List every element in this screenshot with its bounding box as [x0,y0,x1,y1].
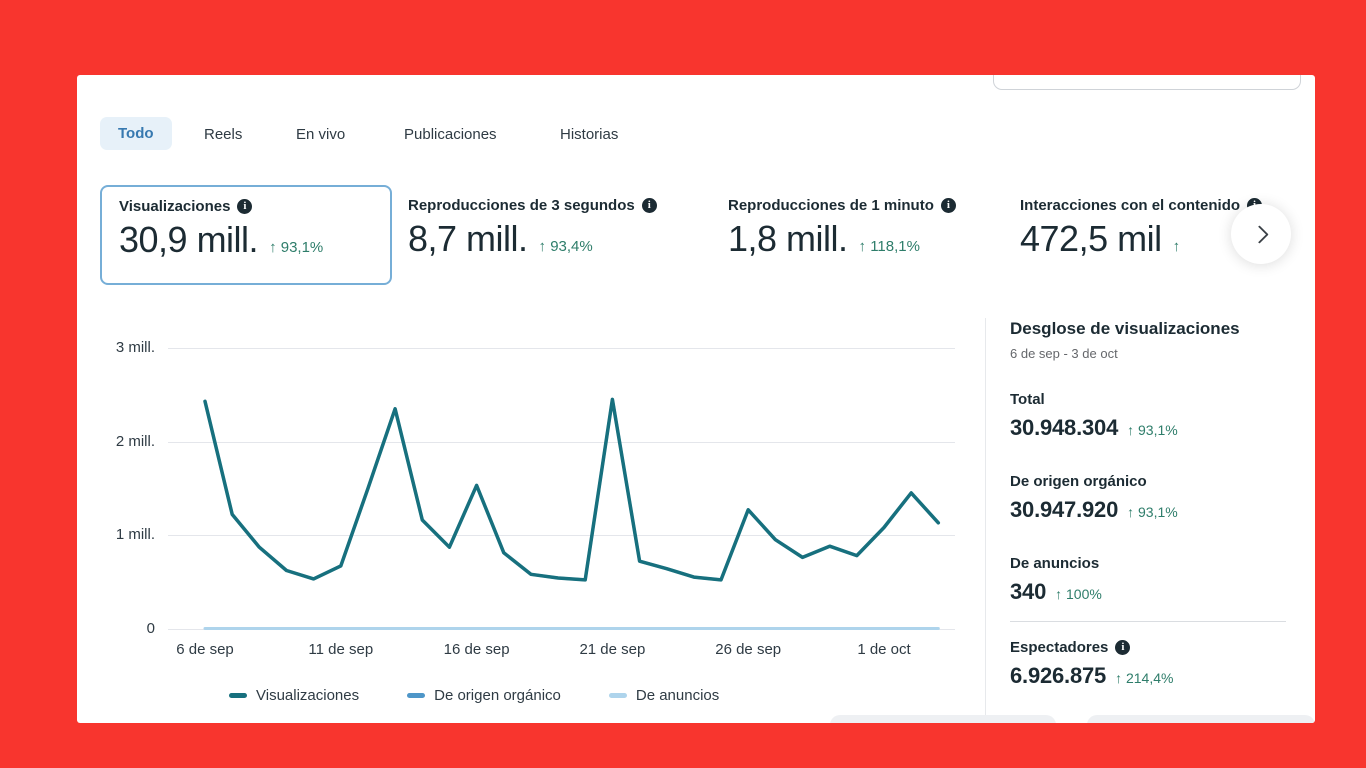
metric-card-reproducciones-1min[interactable]: Reproducciones de 1 minuto 1,8 mill. ↑ 1… [728,185,1018,285]
bottom-button-cutoff-1[interactable] [830,715,1056,723]
metric-label: Visualizaciones [119,198,231,215]
metric-label: Reproducciones de 1 minuto [728,197,934,214]
stat-label-anuncios: De anuncios [1010,555,1100,572]
panel-title: Desglose de visualizaciones [1010,319,1240,338]
x-tick-label: 16 de sep [443,641,510,658]
x-tick-label: 11 de sep [308,641,374,658]
stat-value-total: 30.948.304 [1010,415,1119,440]
stat-value-espectadores: 6.926.875 [1010,663,1107,688]
tab-en-vivo[interactable]: En vivo [296,126,346,143]
next-metrics-button[interactable] [1231,204,1291,264]
gridline [168,535,955,536]
series-line-visualizaciones [203,397,941,582]
stat-label-espectadores: Espectadores [1010,638,1310,657]
stat-value-organico: 30.947.920 [1010,497,1119,522]
chevron-right-icon [1249,224,1269,244]
bottom-button-cutoff-2[interactable] [1087,715,1315,723]
info-icon[interactable] [1115,640,1131,655]
metric-value: 8,7 mill. [408,218,528,259]
y-tick-label: 0 [146,619,155,637]
stat-change-total: ↑ 93,1% [1127,422,1178,438]
tab-todo[interactable]: Todo [100,117,172,150]
y-tick-label: 1 mill. [115,526,155,543]
metric-card-interacciones[interactable]: Interacciones con el contenido 472,5 mil… [1020,185,1315,285]
info-icon[interactable] [940,198,956,213]
stat-value-anuncios: 340 [1010,579,1047,604]
legend-label: Visualizaciones [256,687,360,704]
views-breakdown-panel: Desglose de visualizaciones 6 de sep - 3… [1010,318,1310,689]
y-tick-label: 3 mill. [115,339,155,356]
metric-card-visualizaciones[interactable]: Visualizaciones 30,9 mill. ↑ 93,1% [100,185,392,285]
gridline [168,348,955,349]
panel-date-range: 6 de sep - 3 de oct [1010,346,1118,361]
metric-change: ↑ 93,1% [269,239,324,256]
legend-item: De anuncios [608,687,720,704]
legend-swatch [407,693,426,698]
y-tick-label: 2 mill. [115,432,155,450]
stat-change-espectadores: ↑ 214,4% [1115,670,1174,686]
stat-change-organico: ↑ 93,1% [1127,504,1178,520]
x-tick-label: 26 de sep [715,641,782,658]
metric-label: Reproducciones de 3 segundos [408,197,635,214]
gridline [168,441,955,443]
series-line-de-origen-org-nico [203,397,940,582]
x-tick-label: 1 de oct [857,641,911,658]
info-icon[interactable] [641,198,657,213]
insights-card: Todo Reels En vivo Publicaciones Histori… [77,75,1315,723]
panel-divider-vertical [985,318,986,718]
gridline [168,628,955,630]
chart-legend: Visualizaciones De origen orgánico De anun… [229,687,719,704]
date-filter-dropdown-cutoff[interactable] [993,75,1301,90]
stat-label-total: Total [1010,391,1045,408]
panel-divider-horizontal [1010,621,1286,622]
stat-label-organico: De origen orgánico [1010,473,1147,490]
tab-reels[interactable]: Reels [204,126,243,143]
tab-historias[interactable]: Historias [560,126,619,143]
metric-card-reproducciones-3s[interactable]: Reproducciones de 3 segundos 8,7 mill. ↑… [408,185,708,285]
info-icon[interactable] [237,199,253,214]
legend-item: De origen orgánico [407,687,561,704]
tab-publicaciones[interactable]: Publicaciones [404,126,497,143]
metric-change: ↑ 118,1% [858,238,920,255]
legend-label: De origen orgánico [434,687,561,704]
legend-label: De anuncios [635,687,720,704]
x-tick-label: 21 de sep [579,641,646,658]
legend-swatch [608,693,627,698]
x-tick-label: 6 de sep [176,641,234,658]
legend-swatch [229,693,247,698]
metric-value: 472,5 mil [1020,218,1162,259]
metric-change: ↑ 93,4% [538,238,593,255]
metric-label: Interacciones con el contenido [1020,197,1241,214]
legend-item: Visualizaciones [229,687,359,704]
stat-change-anuncios: ↑ 100% [1055,586,1102,602]
metric-value: 30,9 mill. [119,219,259,260]
metric-value: 1,8 mill. [728,218,848,259]
